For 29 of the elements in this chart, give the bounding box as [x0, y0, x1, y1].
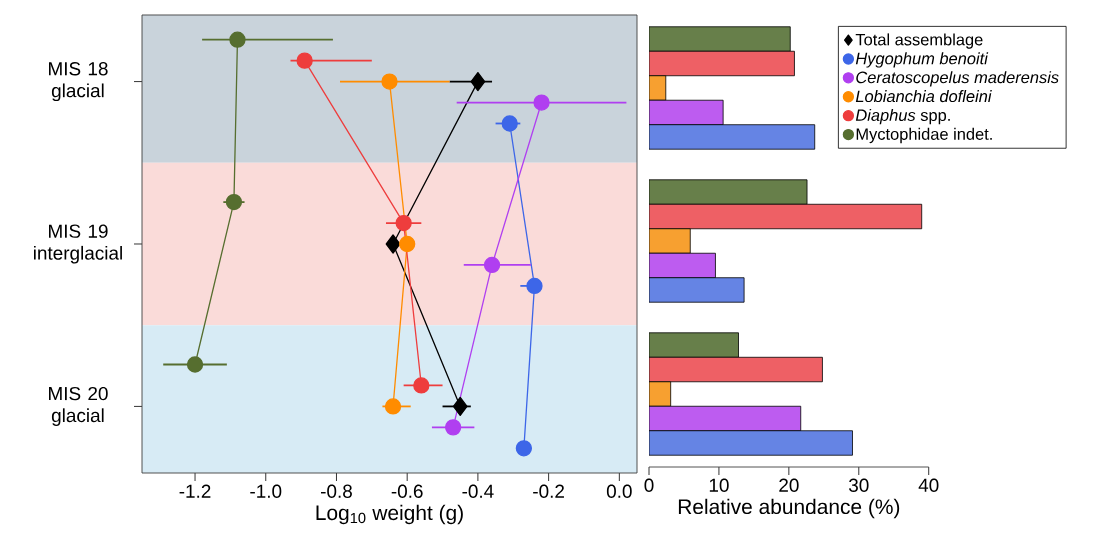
bar	[649, 203, 923, 230]
y-tick-label: MIS 19 interglacial	[34, 224, 122, 264]
bar	[649, 405, 802, 432]
x-axis-title: Relative abundance (%)	[678, 498, 900, 519]
legend-label: Total assemblage	[855, 33, 983, 49]
legend-label: Hygophum benoiti	[855, 52, 989, 68]
x-tick-label: 20	[779, 478, 799, 492]
bar	[649, 50, 795, 77]
legend-label: Ceratoscopelus maderensis	[856, 71, 1059, 87]
x-tick-label: 0.0	[606, 484, 632, 498]
x-tick-label: -0.8	[321, 484, 352, 498]
y-tick-label: MIS 18 glacial	[49, 62, 108, 102]
x-axis-title: Log$_{10}$ weight (g)	[316, 504, 463, 525]
x-tick-label: 40	[918, 478, 939, 492]
x-tick-label: -0.2	[533, 484, 564, 498]
x-tick-label: -1.0	[250, 484, 282, 498]
x-tick-label: 0	[644, 478, 654, 492]
x-tick-label: 10	[709, 478, 729, 492]
bar	[649, 99, 724, 126]
legend-label: Myctophidae indet.	[856, 127, 992, 144]
legend-label: Diaphus spp.	[855, 108, 950, 125]
y-tick-label: MIS 20 glacial	[49, 386, 108, 426]
legend-label: Lobianchia dofleini	[855, 90, 992, 103]
bar	[649, 252, 716, 279]
x-tick-label: 30	[848, 478, 869, 492]
x-tick-label: -1.2	[179, 484, 211, 498]
x-tick-label: -0.6	[391, 484, 423, 498]
bar	[649, 356, 823, 383]
x-tick-label: -0.4	[462, 484, 494, 498]
